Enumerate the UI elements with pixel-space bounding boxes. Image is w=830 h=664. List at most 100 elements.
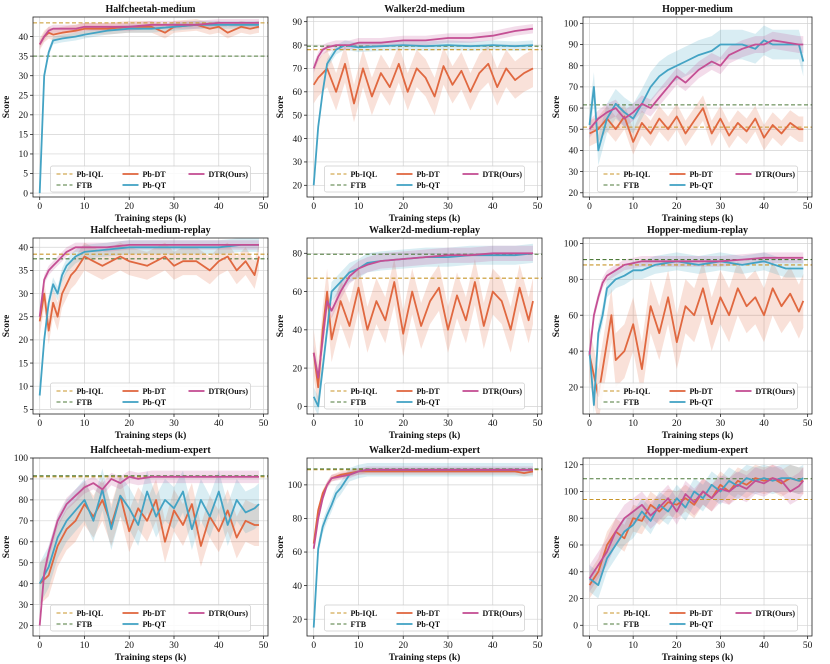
y-tick-label: 15 bbox=[19, 131, 29, 141]
y-tick-label: 60 bbox=[293, 288, 303, 298]
legend-box bbox=[597, 165, 798, 193]
y-tick-label: 40 bbox=[19, 33, 29, 43]
line-pb-qt bbox=[312, 44, 534, 186]
y-tick-label: 80 bbox=[293, 250, 303, 260]
chart-title: Halfcheetah-medium-replay bbox=[90, 225, 210, 236]
legend-label-pb-dt: Pb-DT bbox=[417, 609, 441, 618]
band-pb-dt bbox=[39, 242, 260, 345]
x-axis-label: Training steps (k) bbox=[115, 430, 187, 441]
y-tick-label: 50 bbox=[293, 111, 303, 121]
legend-label-pb-iql: Pb-IQL bbox=[624, 387, 651, 396]
x-tick-label: 50 bbox=[533, 419, 543, 429]
chart-title: Halfcheetah-medium bbox=[106, 4, 197, 15]
legend: Pb-IQL FTB Pb-DT Pb-QT DTR(Ours) bbox=[324, 165, 525, 193]
legend-label-pb-iql: Pb-IQL bbox=[351, 387, 378, 396]
y-tick-label: 70 bbox=[569, 83, 579, 93]
y-tick-label: 80 bbox=[569, 514, 579, 524]
x-tick-label: 30 bbox=[443, 202, 453, 212]
legend-box bbox=[324, 382, 525, 410]
x-tick-label: 10 bbox=[354, 419, 364, 429]
y-tick-label: 25 bbox=[19, 313, 29, 323]
band-pb-qt bbox=[589, 25, 804, 166]
y-tick-label: 90 bbox=[569, 41, 579, 51]
y-tick-label: 0 bbox=[297, 403, 302, 413]
line-dtr-ours bbox=[588, 477, 804, 579]
y-tick-label: 50 bbox=[569, 125, 579, 135]
x-tick-label: 20 bbox=[672, 641, 682, 651]
x-tick-label: 40 bbox=[759, 202, 769, 212]
y-tick-label: 20 bbox=[569, 595, 579, 605]
x-tick-label: 30 bbox=[443, 419, 453, 429]
legend-label-ftb: FTB bbox=[624, 620, 640, 629]
legend-label-pb-dt: Pb-DT bbox=[417, 387, 441, 396]
y-tick-label: 100 bbox=[564, 240, 579, 250]
line-pb-dt bbox=[312, 62, 534, 105]
x-axis-label: Training steps (k) bbox=[662, 652, 734, 663]
x-tick-label: 10 bbox=[628, 202, 638, 212]
legend-label-pb-qt: Pb-QT bbox=[143, 181, 167, 190]
axes-frame bbox=[306, 16, 543, 198]
legend-box bbox=[50, 382, 251, 410]
legend-label-pb-iql: Pb-IQL bbox=[77, 609, 104, 618]
y-tick-label: 60 bbox=[569, 104, 579, 114]
legend-label-dtr-ours: DTR(Ours) bbox=[483, 170, 523, 179]
x-axis-label: Training steps (k) bbox=[115, 213, 187, 224]
x-axis-label: Training steps (k) bbox=[389, 652, 461, 663]
y-tick-label: 120 bbox=[564, 461, 579, 471]
x-tick-label: 40 bbox=[488, 419, 498, 429]
x-tick-label: 50 bbox=[259, 641, 269, 651]
line-dtr-ours bbox=[312, 468, 533, 549]
y-tick-label: 30 bbox=[19, 290, 29, 300]
legend-label-pb-qt: Pb-QT bbox=[690, 181, 714, 190]
panel-walker2d-medium-replay: 0 10 20 30 40 50 0 20 40 60 80 Walker2d-medium-repl… bbox=[276, 225, 543, 441]
legend-label-ftb: FTB bbox=[624, 398, 640, 407]
y-tick-label: 30 bbox=[569, 168, 579, 178]
x-axis-label: Training steps (k) bbox=[662, 213, 734, 224]
y-tick-label: 15 bbox=[19, 359, 29, 369]
line-dtr-ours bbox=[588, 39, 804, 130]
line-dtr-ours bbox=[588, 256, 804, 355]
x-tick-label: 0 bbox=[311, 419, 316, 429]
x-axis-label: Training steps (k) bbox=[662, 430, 734, 441]
chart-title: Walker2d-medium-replay bbox=[369, 225, 480, 236]
legend-box bbox=[597, 382, 798, 410]
y-tick-label: 60 bbox=[569, 311, 579, 321]
y-tick-label: 20 bbox=[569, 383, 579, 393]
line-pb-dt bbox=[38, 255, 260, 332]
x-tick-label: 10 bbox=[80, 641, 90, 651]
band-dtr-ours bbox=[589, 31, 804, 138]
line-pb-dt bbox=[38, 23, 260, 45]
x-tick-label: 0 bbox=[37, 419, 42, 429]
x-tick-label: 0 bbox=[311, 202, 316, 212]
axes-frame bbox=[32, 457, 269, 637]
axes-frame bbox=[582, 16, 813, 198]
legend-box bbox=[50, 604, 251, 632]
y-axis-label: Score bbox=[276, 96, 286, 119]
x-tick-label: 20 bbox=[398, 641, 408, 651]
x-tick-label: 30 bbox=[716, 202, 726, 212]
line-pb-qt bbox=[588, 260, 804, 406]
legend-label-pb-qt: Pb-QT bbox=[690, 620, 714, 629]
x-tick-label: 0 bbox=[37, 202, 42, 212]
y-axis-label: Score bbox=[276, 315, 286, 338]
band-dtr-ours bbox=[313, 245, 533, 386]
y-tick-label: 100 bbox=[14, 454, 29, 464]
legend-label-dtr-ours: DTR(Ours) bbox=[483, 609, 523, 618]
chart-title: Hopper-medium-replay bbox=[647, 225, 748, 236]
y-tick-label: 30 bbox=[19, 601, 29, 611]
legend-label-pb-iql: Pb-IQL bbox=[77, 387, 104, 396]
x-tick-label: 20 bbox=[124, 419, 134, 429]
y-tick-label: 20 bbox=[19, 622, 29, 632]
line-pb-dt bbox=[39, 494, 259, 585]
y-tick-label: 90 bbox=[19, 475, 29, 485]
y-tick-label: 80 bbox=[293, 515, 303, 525]
legend-label-pb-iql: Pb-IQL bbox=[77, 170, 104, 179]
legend: Pb-IQL FTB Pb-DT Pb-QT DTR(Ours) bbox=[324, 604, 525, 632]
y-tick-label: 20 bbox=[293, 615, 303, 625]
y-tick-label: 10 bbox=[19, 382, 29, 392]
y-axis-label: Score bbox=[276, 536, 286, 559]
y-tick-label: 100 bbox=[564, 20, 579, 30]
y-tick-label: 20 bbox=[569, 189, 579, 199]
legend-box bbox=[50, 165, 251, 193]
